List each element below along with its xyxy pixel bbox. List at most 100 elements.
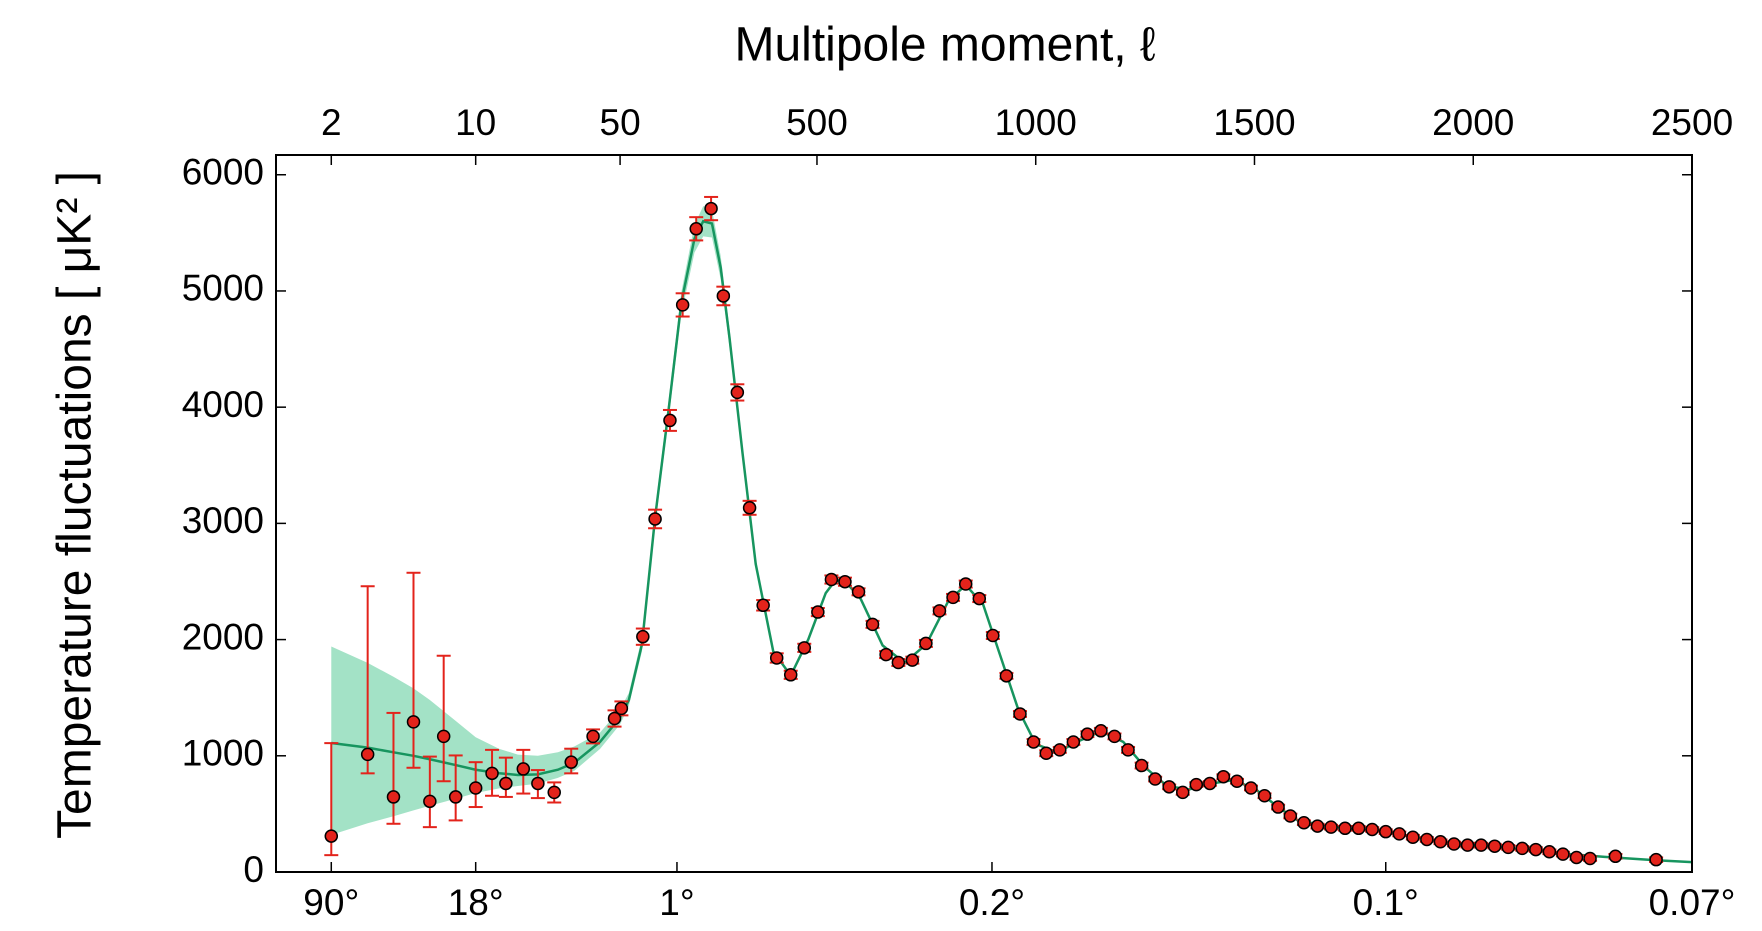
error-bar: [360, 585, 375, 775]
data-point: [324, 829, 339, 843]
bottom-tick-label: 0.07°: [1649, 882, 1736, 923]
data-point: [756, 598, 770, 613]
data-point: [1324, 820, 1338, 834]
data-point: [1039, 746, 1053, 760]
y-tick-label: 0: [243, 849, 264, 890]
data-point: [1121, 743, 1135, 757]
data-point: [1271, 800, 1285, 814]
data-point: [1351, 821, 1366, 836]
y-tick-label: 3000: [182, 500, 264, 541]
top-tick-label: 2500: [1651, 102, 1733, 143]
data-point: [999, 669, 1014, 683]
data-point: [716, 289, 731, 303]
data-point: [824, 572, 839, 587]
data-point: [1487, 839, 1502, 853]
data-point: [905, 653, 920, 667]
data-point: [360, 747, 375, 762]
data-point: [468, 781, 483, 795]
data-point: [1460, 838, 1475, 852]
bottom-tick-label: 1°: [659, 882, 694, 923]
top-tick-label: 50: [600, 102, 641, 143]
data-point: [1542, 845, 1557, 859]
y-tick-label: 4000: [182, 384, 264, 425]
data-point: [919, 636, 933, 651]
confidence-band: [331, 206, 774, 835]
data-point: [1162, 780, 1176, 794]
data-point: [531, 776, 545, 791]
data-point: [1365, 822, 1379, 837]
data-point: [648, 512, 662, 526]
data-point: [586, 729, 600, 744]
data-point: [1257, 789, 1272, 803]
error-bar: [448, 754, 463, 822]
data-point: [1189, 777, 1204, 792]
y-tick-label: 2000: [182, 616, 264, 657]
data-point: [1310, 819, 1325, 833]
data-point: [1474, 838, 1488, 852]
data-point: [1556, 847, 1570, 861]
data-point: [865, 617, 880, 632]
data-point: [1203, 776, 1217, 791]
data-point: [423, 794, 437, 809]
data-point: [499, 776, 513, 791]
plot-frame: [275, 154, 1693, 873]
data-point: [1569, 850, 1584, 865]
bottom-tick-label: 18°: [448, 882, 504, 923]
data-point: [1013, 707, 1027, 721]
data-point: [1608, 849, 1623, 864]
data-point: [1392, 827, 1407, 841]
y-tick-label: 1000: [182, 733, 264, 774]
data-point: [891, 655, 906, 670]
error-bar: [406, 571, 421, 769]
data-point: [1433, 835, 1448, 849]
top-tick-label: 2000: [1432, 102, 1514, 143]
data-point: [879, 647, 893, 662]
data-point: [769, 651, 784, 665]
data-point: [1515, 841, 1529, 856]
data-point: [986, 628, 1000, 643]
data-point: [1094, 724, 1108, 738]
data-point: [838, 574, 852, 589]
bottom-tick-label: 0.1°: [1353, 882, 1419, 923]
data-point: [689, 222, 703, 236]
data-point: [1447, 837, 1461, 851]
top-tick-label: 1500: [1213, 102, 1295, 143]
data-point: [485, 766, 499, 781]
data-point: [1529, 842, 1543, 857]
data-point: [811, 605, 825, 619]
data-point: [1338, 821, 1352, 836]
data-point: [972, 591, 987, 606]
data-point: [932, 604, 947, 618]
data-point: [1175, 785, 1190, 800]
data-point: [675, 298, 690, 312]
data-point: [564, 755, 578, 769]
data-point: [704, 201, 718, 216]
error-bar: [436, 654, 451, 783]
data-point: [1230, 774, 1244, 788]
data-point: [1216, 769, 1231, 784]
data-point: [1066, 735, 1081, 749]
y-axis-title: Temperature fluctuations [ μK² ]: [49, 171, 102, 839]
data-point: [1080, 727, 1095, 741]
data-point: [946, 590, 960, 605]
data-point: [1283, 809, 1298, 823]
top-tick-label: 1000: [995, 102, 1077, 143]
data-point: [1053, 743, 1067, 757]
data-point: [636, 629, 650, 644]
data-point: [1649, 852, 1663, 867]
data-point: [783, 668, 798, 682]
data-point: [1501, 840, 1515, 855]
data-point: [386, 790, 401, 804]
y-tick-label: 5000: [182, 268, 264, 309]
data-point: [1107, 729, 1122, 744]
data-point: [1134, 758, 1149, 773]
data-point: [958, 577, 973, 591]
data-point: [406, 715, 421, 729]
data-point: [436, 729, 451, 744]
error-bar: [386, 711, 401, 825]
data-point: [851, 585, 866, 599]
data-point: [1378, 824, 1393, 839]
data-point: [448, 790, 463, 804]
data-point: [607, 711, 622, 726]
